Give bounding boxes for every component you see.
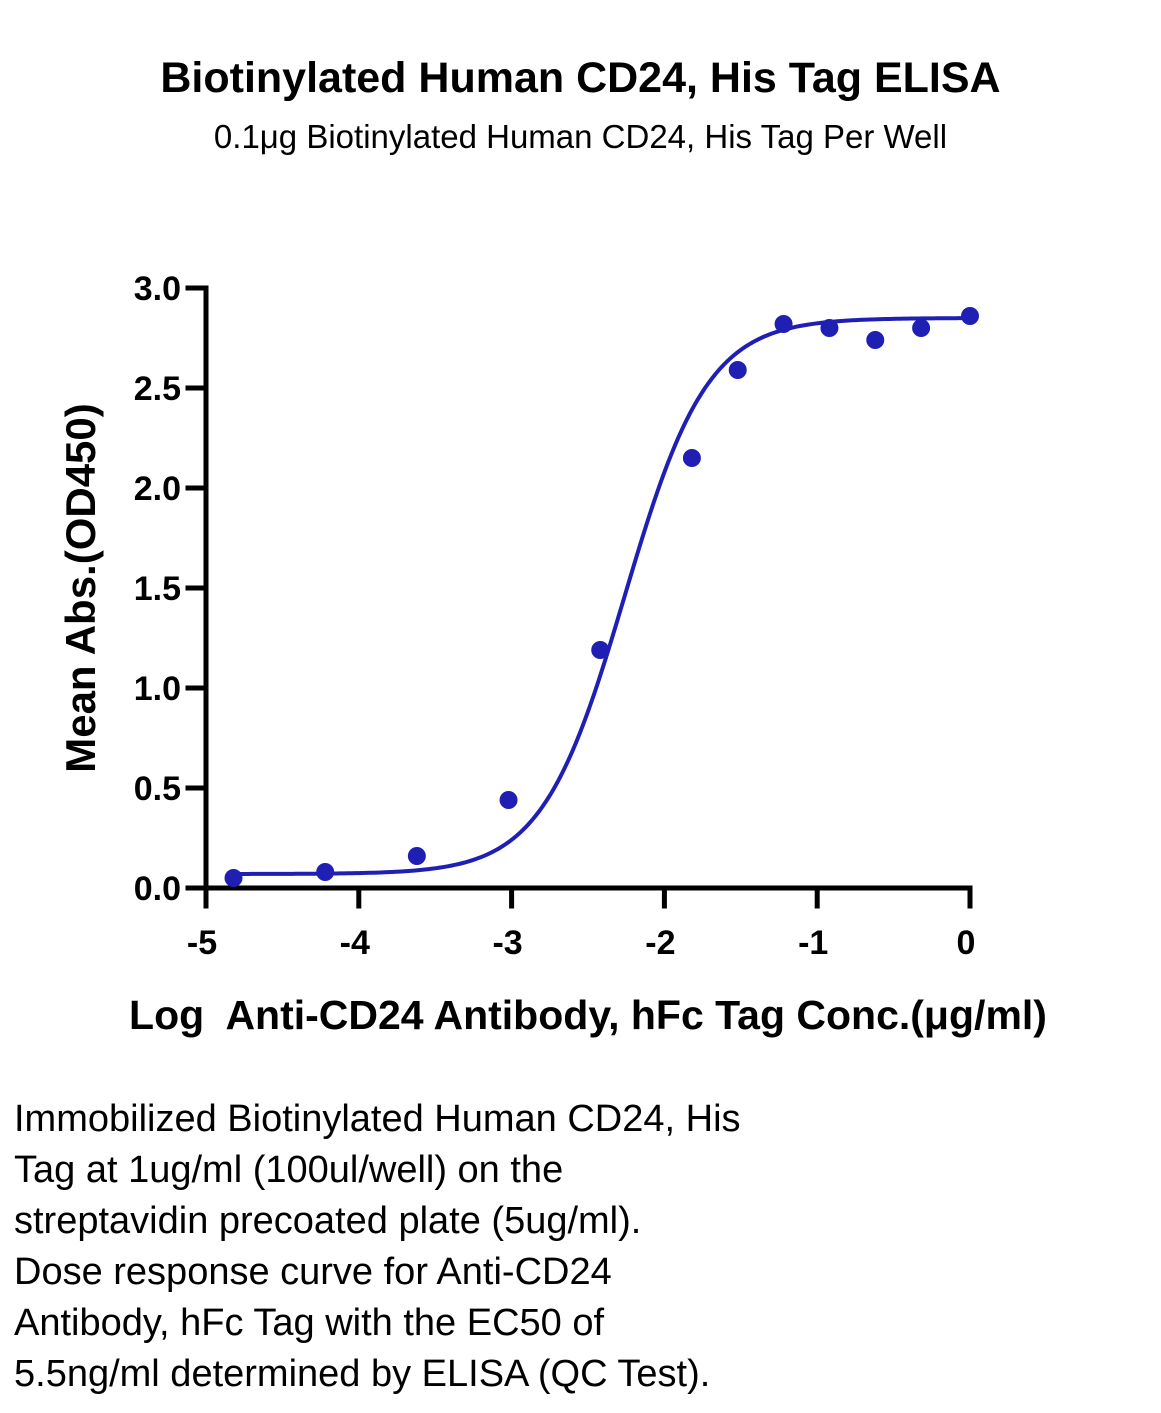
data-point bbox=[774, 315, 793, 333]
data-point bbox=[499, 791, 518, 809]
y-tick-label: 0.5 bbox=[134, 770, 181, 808]
chart-axes: 0.0 0.5 1.0 1.5 2.0 2.5 3.0 -5 -4 -3 -2 -1 0 bbox=[134, 270, 976, 962]
caption-line: 5.5ng/ml determined by ELISA (QC Test). bbox=[14, 1353, 711, 1395]
data-point bbox=[316, 863, 335, 881]
x-tick-label: -1 bbox=[798, 924, 828, 962]
data-point bbox=[407, 847, 426, 865]
data-point bbox=[866, 331, 885, 349]
x-tick-label: -2 bbox=[645, 924, 675, 962]
caption-text: Immobilized Biotinylated Human CD24, His… bbox=[14, 1094, 1014, 1400]
y-tick-label: 1.5 bbox=[134, 570, 181, 608]
y-tick-label: 0.0 bbox=[134, 870, 181, 908]
data-point bbox=[591, 641, 610, 659]
x-tick-label: -4 bbox=[340, 924, 370, 962]
y-tick-label: 3.0 bbox=[134, 270, 181, 308]
data-point bbox=[961, 307, 979, 325]
data-point bbox=[682, 449, 701, 467]
x-tick-label: 0 bbox=[957, 924, 976, 962]
caption-line: streptavidin precoated plate (5ug/ml). bbox=[14, 1200, 642, 1242]
fit-curve-layer bbox=[233, 316, 971, 876]
x-axis-label: Log Anti-CD24 Antibody, hFc Tag Conc.(μg… bbox=[129, 992, 1047, 1038]
caption-line: Dose response curve for Anti-CD24 bbox=[14, 1251, 612, 1293]
data-point bbox=[912, 319, 931, 337]
y-axis-label: Mean Abs.(OD450) bbox=[57, 403, 104, 773]
y-tick-label: 1.0 bbox=[134, 670, 181, 708]
caption-line: Antibody, hFc Tag with the EC50 of bbox=[14, 1302, 605, 1344]
y-tick-label: 2.5 bbox=[134, 370, 181, 408]
caption-line: Immobilized Biotinylated Human CD24, His bbox=[14, 1098, 741, 1140]
y-tick-label: 2.0 bbox=[134, 470, 181, 508]
caption-line: Tag at 1ug/ml (100ul/well) on the bbox=[14, 1149, 564, 1191]
chart-subtitle: 0.1μg Biotinylated Human CD24, His Tag P… bbox=[213, 118, 948, 155]
fit-curve bbox=[233, 316, 971, 876]
data-point bbox=[728, 361, 747, 379]
data-point bbox=[224, 869, 243, 887]
x-tick-label: -3 bbox=[492, 924, 522, 962]
x-tick-label: -5 bbox=[187, 924, 217, 962]
data-point bbox=[820, 319, 839, 337]
chart-title: Biotinylated Human CD24, His Tag ELISA bbox=[160, 54, 1001, 102]
data-points-layer bbox=[224, 307, 979, 887]
